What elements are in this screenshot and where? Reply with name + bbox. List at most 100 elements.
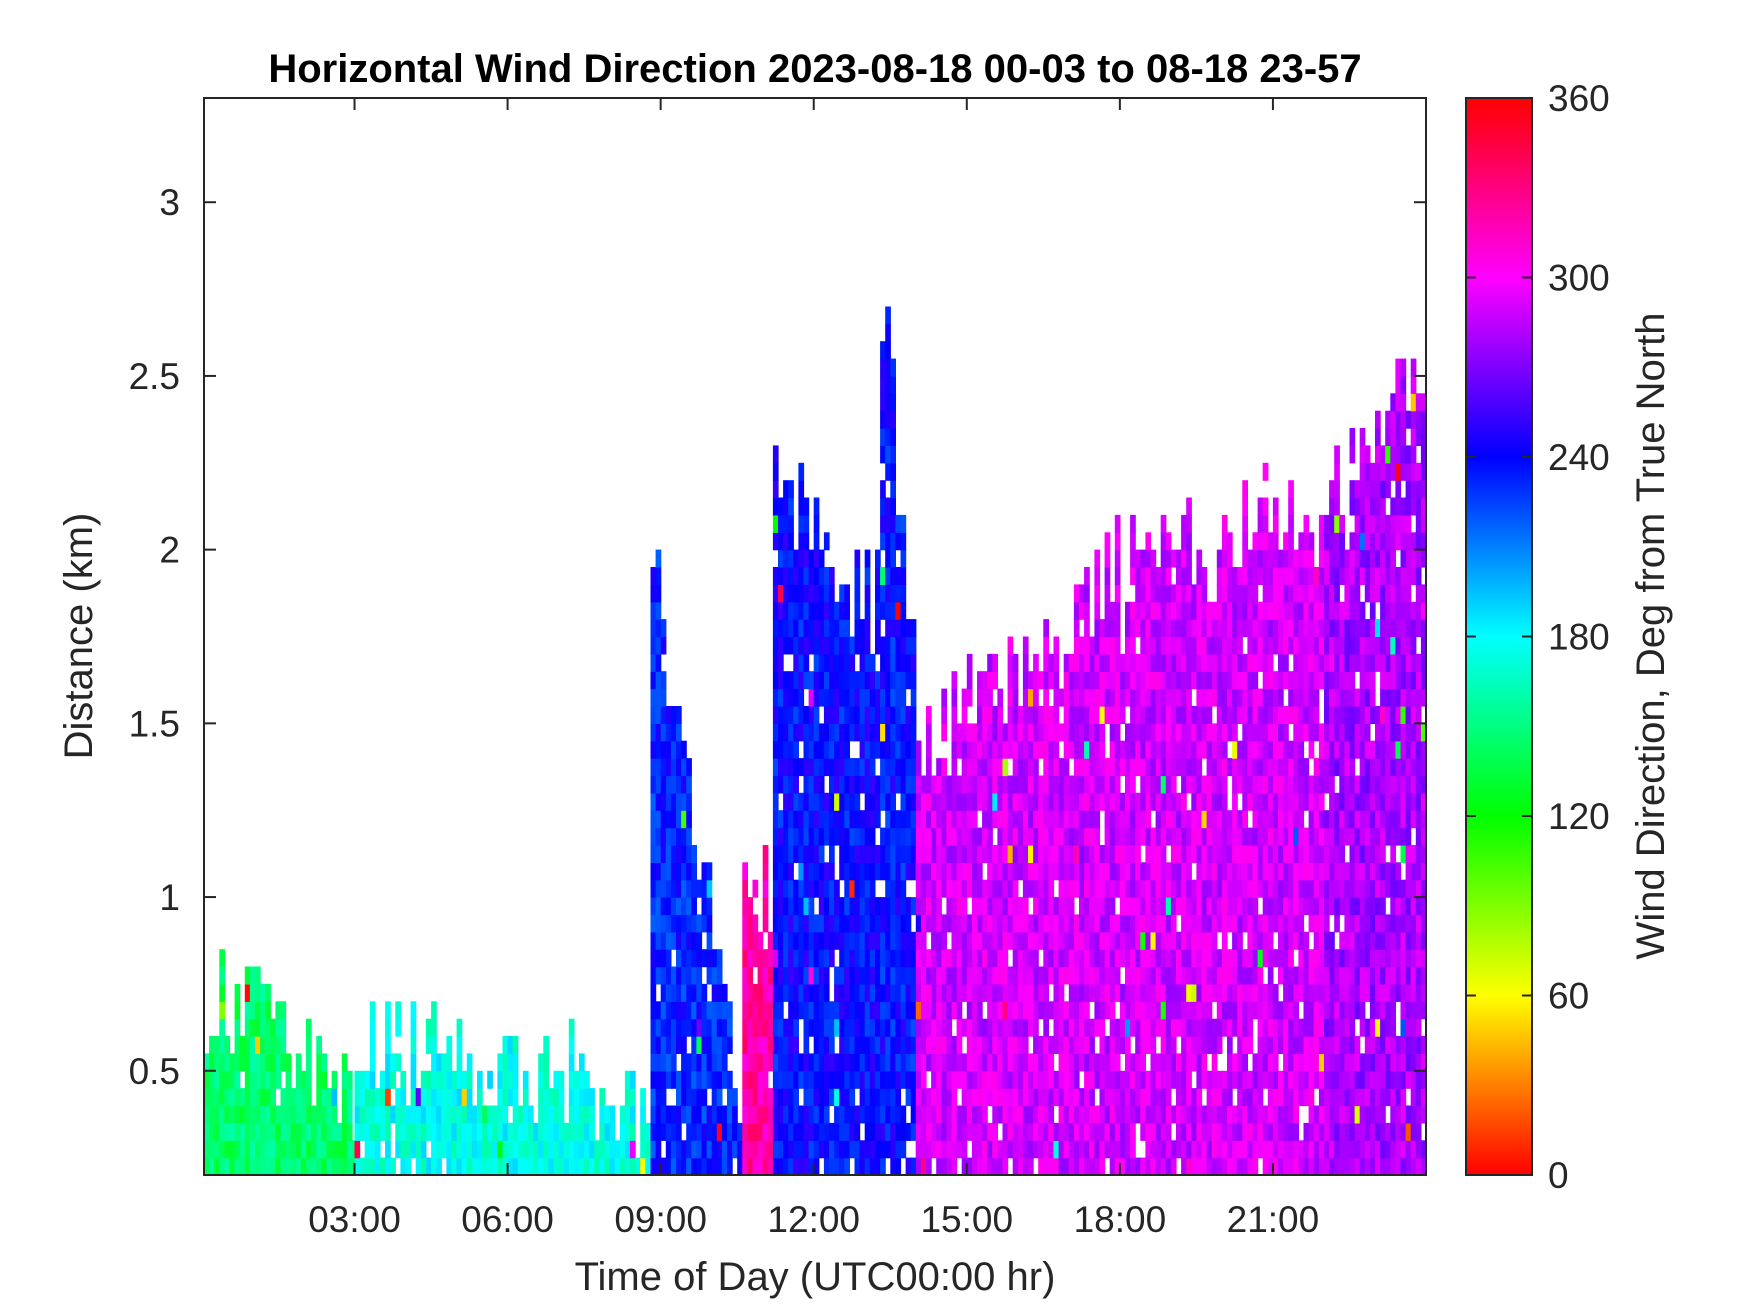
heatmap-cell xyxy=(880,949,886,968)
heatmap-cell xyxy=(1140,723,1146,742)
heatmap-cell xyxy=(900,740,907,759)
heatmap-cell xyxy=(1298,914,1305,933)
heatmap-cell xyxy=(1262,1018,1269,1037)
heatmap-cell xyxy=(762,1070,769,1089)
heatmap-cell xyxy=(1084,1018,1090,1037)
heatmap-cell xyxy=(1048,1088,1055,1107)
heatmap-cell xyxy=(762,897,769,916)
heatmap-cell xyxy=(1043,827,1049,846)
heatmap-cell xyxy=(275,1001,282,1020)
heatmap-cell xyxy=(1119,740,1126,759)
heatmap-cell xyxy=(982,758,988,777)
heatmap-cell xyxy=(1298,897,1305,916)
heatmap-cell xyxy=(1216,966,1223,985)
heatmap-cell xyxy=(946,845,953,863)
heatmap-cell xyxy=(992,1001,998,1020)
heatmap-cell xyxy=(890,358,896,377)
heatmap-cell xyxy=(1094,688,1101,707)
heatmap-cell xyxy=(783,1036,789,1054)
heatmap-cell xyxy=(1094,792,1101,811)
heatmap-cell xyxy=(1094,740,1101,759)
heatmap-cell xyxy=(1354,1105,1361,1124)
heatmap-cell xyxy=(1211,1088,1218,1107)
heatmap-cell xyxy=(1262,792,1269,811)
heatmap-cell xyxy=(1038,1053,1044,1072)
heatmap-cell xyxy=(1206,671,1213,690)
heatmap-cell xyxy=(793,1036,799,1054)
heatmap-cell xyxy=(1084,792,1090,811)
heatmap-cell xyxy=(1033,723,1039,742)
heatmap-cell xyxy=(1324,1105,1330,1124)
heatmap-cell xyxy=(1186,706,1192,724)
heatmap-cell xyxy=(808,931,815,950)
heatmap-cell xyxy=(926,1157,932,1175)
heatmap-cell xyxy=(1186,879,1192,898)
heatmap-cell xyxy=(966,758,973,777)
heatmap-cell xyxy=(1252,1157,1259,1175)
heatmap-cell xyxy=(538,1140,544,1159)
heatmap-cell xyxy=(1267,1157,1274,1175)
heatmap-cell xyxy=(533,1122,539,1141)
heatmap-cell xyxy=(1130,845,1136,863)
heatmap-cell xyxy=(1017,827,1024,846)
heatmap-cell xyxy=(665,740,672,759)
heatmap-cell xyxy=(880,671,886,690)
heatmap-cell xyxy=(895,671,902,690)
heatmap-cell xyxy=(910,619,917,638)
heatmap-cell xyxy=(214,1157,220,1175)
heatmap-cell xyxy=(1380,758,1386,777)
heatmap-cell xyxy=(1364,532,1371,551)
heatmap-cell xyxy=(665,758,672,777)
heatmap-cell xyxy=(778,931,784,950)
heatmap-cell xyxy=(1369,1018,1376,1037)
heatmap-cell xyxy=(1099,636,1106,655)
heatmap-cell xyxy=(982,775,988,794)
heatmap-cell xyxy=(1257,792,1264,811)
heatmap-cell xyxy=(1109,775,1116,794)
heatmap-cell xyxy=(1369,740,1376,759)
heatmap-cell xyxy=(1359,619,1366,638)
heatmap-cell xyxy=(1119,792,1126,811)
heatmap-cell xyxy=(1012,775,1019,794)
heatmap-cell xyxy=(971,827,978,846)
heatmap-cell xyxy=(1288,532,1294,551)
heatmap-cell xyxy=(859,758,866,777)
heatmap-cell xyxy=(1247,549,1254,568)
heatmap-cell xyxy=(951,1001,958,1020)
heatmap-cell xyxy=(1048,740,1055,759)
heatmap-cell xyxy=(1089,1122,1095,1141)
heatmap-cell xyxy=(1252,1105,1259,1124)
heatmap-cell xyxy=(1135,983,1141,1002)
heatmap-cell xyxy=(1114,931,1121,950)
heatmap-cell xyxy=(660,723,667,742)
heatmap-cell xyxy=(961,688,968,707)
heatmap-cell xyxy=(1329,1036,1335,1054)
heatmap-cell xyxy=(676,1140,682,1159)
heatmap-cell xyxy=(1145,897,1152,916)
heatmap-cell xyxy=(1272,532,1279,551)
heatmap-cell xyxy=(1293,584,1299,603)
heatmap-cell xyxy=(844,1053,850,1072)
heatmap-cell xyxy=(839,1122,845,1141)
heatmap-cell xyxy=(265,1001,271,1020)
heatmap-cell xyxy=(275,1053,282,1072)
heatmap-cell xyxy=(788,497,794,516)
heatmap-cell xyxy=(762,1140,769,1159)
heatmap-cell xyxy=(1165,1053,1172,1072)
heatmap-cell xyxy=(829,1053,835,1072)
heatmap-cell xyxy=(926,827,932,846)
heatmap-cell xyxy=(431,1157,437,1175)
heatmap-cell xyxy=(316,1036,322,1054)
heatmap-cell xyxy=(1022,1018,1029,1037)
heatmap-cell xyxy=(1053,1018,1060,1037)
heatmap-cell xyxy=(589,1122,595,1141)
heatmap-cell xyxy=(1298,549,1305,568)
heatmap-cell xyxy=(239,1036,246,1054)
heatmap-cell xyxy=(742,1088,748,1107)
heatmap-cell xyxy=(1084,1070,1090,1089)
heatmap-cell xyxy=(1298,567,1305,585)
heatmap-cell xyxy=(854,1122,861,1141)
heatmap-cell xyxy=(1201,1053,1208,1072)
heatmap-cell xyxy=(859,775,866,794)
heatmap-cell xyxy=(737,1157,743,1175)
